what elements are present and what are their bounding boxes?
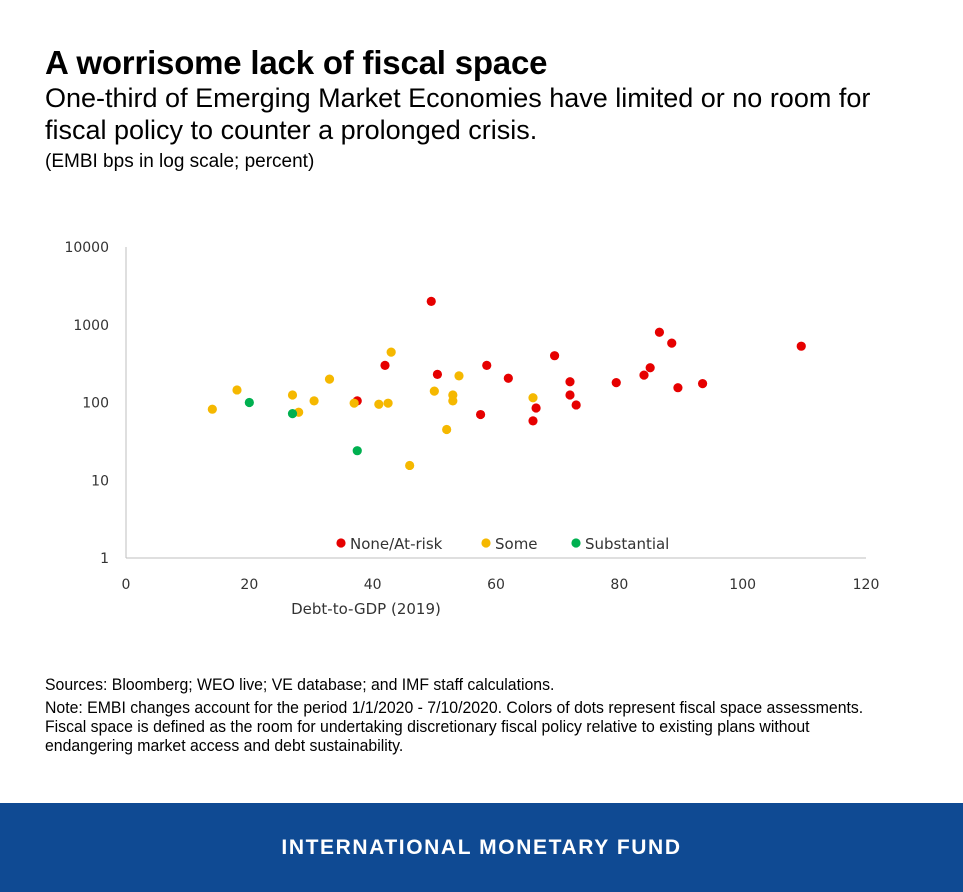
- note-text: Note: EMBI changes account for the perio…: [45, 698, 864, 755]
- data-point-substantial: [352, 446, 362, 456]
- data-point-some: [309, 396, 319, 406]
- data-point-none-at-risk: [475, 409, 486, 420]
- y-axis-ticks: 1 10 100 1000 10000: [64, 240, 109, 567]
- chart-axes: [125, 247, 866, 559]
- y-tick-label: 1000: [73, 318, 109, 334]
- data-point-none-at-risk: [549, 351, 560, 361]
- x-tick-label: 60: [487, 577, 505, 593]
- data-point-none-at-risk: [482, 360, 492, 371]
- data-point-none-at-risk: [528, 416, 538, 426]
- chart-title: A worrisome lack of fiscal space: [45, 44, 548, 81]
- data-point-some: [349, 398, 359, 408]
- data-point-none-at-risk: [565, 377, 575, 387]
- sources-text: Sources: Bloomberg; WEO live; VE databas…: [45, 675, 555, 694]
- legend-label-none-at-risk: None/At-risk: [350, 535, 443, 553]
- x-tick-label: 40: [364, 577, 382, 593]
- data-point-some: [528, 393, 538, 403]
- legend-label-substantial: Substantial: [585, 535, 669, 553]
- data-point-some: [454, 371, 464, 381]
- chart-notes: Sources: Bloomberg; WEO live; VE databas…: [45, 674, 863, 755]
- data-point-some: [207, 404, 217, 414]
- x-tick-label: 20: [240, 577, 258, 593]
- data-point-some: [442, 424, 452, 435]
- data-points: [207, 296, 806, 471]
- data-point-none-at-risk: [673, 383, 683, 393]
- x-axis-ticks: 0 20 40 60 80 100 120: [122, 577, 880, 593]
- footer-banner: INTERNATIONAL MONETARY FUND: [0, 803, 963, 892]
- data-point-substantial: [287, 408, 298, 419]
- x-tick-label: 0: [122, 577, 131, 593]
- legend-marker-none-at-risk: [336, 538, 346, 548]
- data-point-none-at-risk: [380, 360, 390, 371]
- y-tick-label: 1: [100, 551, 109, 567]
- x-tick-label: 80: [610, 577, 628, 593]
- data-point-some: [405, 460, 415, 471]
- data-point-some: [324, 374, 335, 384]
- data-point-none-at-risk: [654, 327, 665, 337]
- y-tick-label: 10: [91, 473, 109, 489]
- x-axis-label: Debt-to-GDP (2019): [291, 600, 441, 618]
- data-point-substantial: [244, 397, 254, 408]
- data-point-none-at-risk: [645, 363, 655, 373]
- scatter-chart: 1 10 100 1000 10000 0 20 40 60 80 100 120 None/At-…: [64, 240, 880, 618]
- chart-subtitle: One-third of Emerging Market Economies h…: [45, 83, 871, 145]
- legend-marker-some: [481, 538, 491, 548]
- data-point-none-at-risk: [796, 341, 806, 351]
- chart-legend: None/At-risk Some Substantial: [336, 535, 669, 553]
- data-point-none-at-risk: [639, 370, 649, 380]
- data-point-none-at-risk: [432, 369, 443, 379]
- legend-label-some: Some: [495, 535, 538, 553]
- data-point-some: [386, 347, 396, 357]
- data-point-none-at-risk: [611, 378, 621, 388]
- data-point-some: [448, 396, 458, 406]
- data-point-some: [383, 398, 393, 408]
- data-point-none-at-risk: [426, 296, 436, 306]
- y-tick-label: 10000: [64, 240, 109, 256]
- data-point-some: [232, 385, 242, 395]
- data-point-none-at-risk: [667, 338, 677, 348]
- footer-label: INTERNATIONAL MONETARY FUND: [281, 835, 682, 859]
- chart-units: (EMBI bps in log scale; percent): [45, 151, 315, 172]
- data-point-some: [429, 386, 439, 396]
- data-point-some: [374, 399, 384, 409]
- data-point-none-at-risk: [571, 400, 581, 410]
- x-tick-label: 120: [853, 577, 880, 593]
- data-point-some: [287, 390, 298, 400]
- x-tick-label: 100: [729, 577, 756, 593]
- legend-marker-substantial: [571, 538, 581, 548]
- data-point-none-at-risk: [565, 390, 575, 400]
- data-point-none-at-risk: [503, 373, 513, 383]
- data-point-none-at-risk: [697, 379, 708, 389]
- y-tick-label: 100: [82, 396, 109, 412]
- data-point-none-at-risk: [531, 403, 541, 413]
